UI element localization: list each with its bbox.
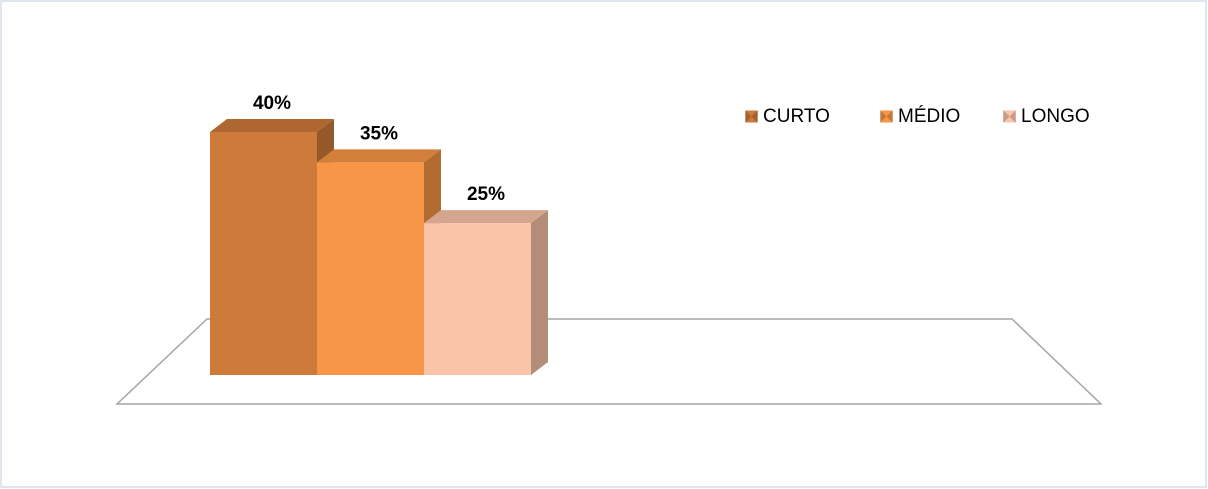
bar-top-shade (424, 210, 548, 224)
legend-label: MÉDIO (898, 106, 960, 127)
legend-label: LONGO (1021, 106, 1090, 127)
legend-swatch-shade (1003, 110, 1016, 123)
legend-swatch (744, 109, 759, 124)
bar (424, 223, 531, 375)
value-label: 40% (253, 93, 291, 114)
bar-top (424, 210, 548, 224)
value-label: 25% (467, 184, 505, 205)
bar-top-shade (210, 119, 334, 132)
legend-swatch-shade (745, 110, 758, 123)
bar-top-shade (317, 149, 441, 163)
bar-side (531, 210, 548, 375)
legend-swatch (1002, 109, 1017, 124)
value-label: 35% (360, 123, 398, 144)
bar-top (317, 149, 441, 163)
legend-swatch-shade (880, 110, 893, 123)
legend-swatch (879, 109, 894, 124)
bar (317, 162, 424, 375)
bar-top (210, 119, 334, 132)
legend-label: CURTO (763, 106, 830, 127)
bar-side-shade (531, 210, 548, 375)
bar (210, 132, 317, 375)
